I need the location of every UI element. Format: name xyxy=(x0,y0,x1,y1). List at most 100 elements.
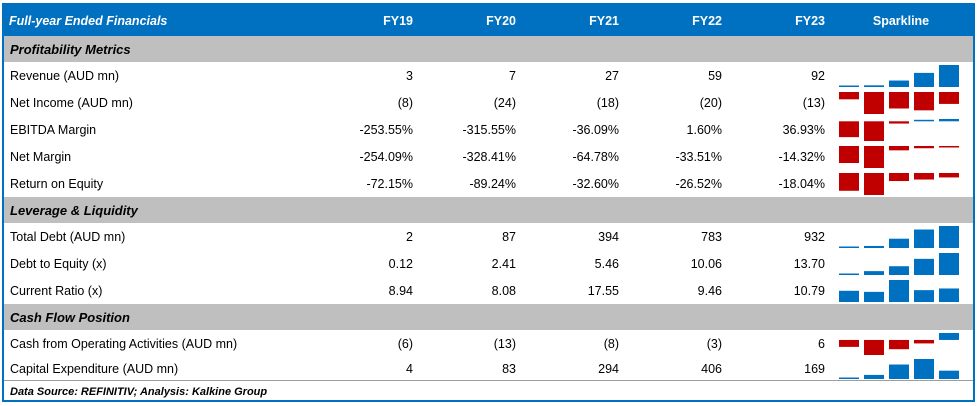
section-header-row: Profitability Metrics xyxy=(4,36,973,62)
value-cell: -253.55% xyxy=(359,122,413,137)
sparkline-bar xyxy=(839,172,859,191)
sparkline-chart xyxy=(839,145,959,168)
value-cell: (24) xyxy=(493,95,516,110)
section-title: Cash Flow Position xyxy=(4,304,973,330)
table-row: EBITDA Margin -253.55% -315.55% -36.09% 1.60… xyxy=(4,116,973,143)
value-cell: 17.55 xyxy=(587,283,619,298)
sparkline-bar xyxy=(864,270,884,275)
sparkline-bar xyxy=(939,225,959,248)
value-cell: 783 xyxy=(701,229,722,244)
value-cell: 8.08 xyxy=(491,283,516,298)
sparkline-bar xyxy=(864,120,884,141)
financials-table-frame: Full-year Ended Financials FY19 FY20 FY2… xyxy=(2,3,975,402)
table-row: Revenue (AUD mn) 3 7 27 59 92 xyxy=(4,62,973,89)
sparkline-chart xyxy=(839,332,959,355)
sparkline-bar xyxy=(914,172,934,180)
value-cell: -315.55% xyxy=(462,122,516,137)
sparkline-cell xyxy=(829,116,973,143)
value-cell: -33.51% xyxy=(675,149,722,164)
value-cell: 294 xyxy=(598,361,619,376)
section-header-row: Leverage & Liquidity xyxy=(4,197,973,223)
value-cell: (3) xyxy=(706,336,722,351)
sparkline-bar xyxy=(864,374,884,379)
value-cell: -328.41% xyxy=(462,149,516,164)
sparkline-bar xyxy=(914,72,934,87)
value-cell: 2.41 xyxy=(491,256,516,271)
sparkline-bar xyxy=(864,84,884,87)
value-cell: 169 xyxy=(804,361,825,376)
sparkline-bar xyxy=(839,377,859,379)
sparkline-bar xyxy=(939,252,959,275)
row-label: Cash from Operating Activities (AUD mn) xyxy=(10,336,238,351)
row-label: Net Margin xyxy=(10,149,72,164)
value-cell: 394 xyxy=(598,229,619,244)
sparkline-chart xyxy=(839,172,959,195)
value-cell: -26.52% xyxy=(675,176,722,191)
sparkline-bar xyxy=(939,370,959,379)
sparkline-bar xyxy=(914,289,934,302)
value-cell: 0.12 xyxy=(388,256,413,271)
sparkline-bar xyxy=(889,80,909,87)
value-cell: 5.46 xyxy=(594,256,619,271)
sparkline-bar xyxy=(914,358,934,379)
value-cell: 6 xyxy=(818,336,825,351)
row-label: Return on Equity xyxy=(10,176,104,191)
value-cell: 13.70 xyxy=(793,256,825,271)
value-cell: 87 xyxy=(502,229,516,244)
header-row: Full-year Ended Financials FY19 FY20 FY2… xyxy=(4,5,973,36)
table-row: Current Ratio (x) 8.94 8.08 17.55 9.46 10.79 xyxy=(4,277,973,304)
row-label: Debt to Equity (x) xyxy=(10,256,107,271)
row-label: Revenue (AUD mn) xyxy=(10,68,120,83)
row-label: Capital Expenditure (AUD mn) xyxy=(10,361,179,376)
year-header: FY23 xyxy=(726,5,829,36)
table-row: Net Income (AUD mn) (8) (24) (18) (20) (13) xyxy=(4,89,973,116)
sparkline-chart xyxy=(839,279,959,302)
section-header-row: Cash Flow Position xyxy=(4,304,973,330)
year-header: FY21 xyxy=(520,5,623,36)
value-cell: (13) xyxy=(802,95,825,110)
value-cell: (20) xyxy=(699,95,722,110)
sparkline-bar xyxy=(939,118,959,121)
sparkline-bar xyxy=(864,145,884,168)
row-label: EBITDA Margin xyxy=(10,122,97,137)
table-row: Return on Equity -72.15% -89.24% -32.60% -26… xyxy=(4,170,973,197)
sparkline-bar xyxy=(914,258,934,275)
value-cell: 59 xyxy=(708,68,722,83)
sparkline-bar xyxy=(939,145,959,147)
value-cell: 10.79 xyxy=(793,283,825,298)
sparkline-bar xyxy=(889,364,909,379)
sparkline-bar xyxy=(889,238,909,248)
value-cell: -14.32% xyxy=(778,149,825,164)
value-cell: 8.94 xyxy=(388,283,413,298)
sparkline-bar xyxy=(839,290,859,302)
value-cell: -89.24% xyxy=(469,176,516,191)
value-cell: 2 xyxy=(406,229,413,244)
sparkline-bar xyxy=(889,120,909,124)
value-cell: 92 xyxy=(811,68,825,83)
sparkline-bar xyxy=(889,91,909,108)
sparkline-bar xyxy=(839,339,859,347)
table-row: Total Debt (AUD mn) 2 87 394 783 932 xyxy=(4,223,973,250)
sparkline-cell xyxy=(829,89,973,116)
value-cell: 406 xyxy=(701,361,722,376)
sparkline-cell xyxy=(829,143,973,170)
sparkline-chart xyxy=(839,64,959,87)
sparkline-bar xyxy=(839,91,859,99)
sparkline-bar xyxy=(889,265,909,275)
sparkline-chart xyxy=(839,252,959,275)
value-cell: -18.04% xyxy=(778,176,825,191)
sparkline-bar xyxy=(939,64,959,87)
table-row: Cash from Operating Activities (AUD mn) (… xyxy=(4,330,973,357)
sparkline-chart xyxy=(839,225,959,248)
sparkline-bar xyxy=(914,229,934,248)
row-label: Current Ratio (x) xyxy=(10,283,103,298)
value-cell: (8) xyxy=(603,336,619,351)
sparkline-cell xyxy=(829,62,973,89)
sparkline-bar xyxy=(839,246,859,248)
sparkline-bar xyxy=(864,291,884,302)
sparkline-bar xyxy=(914,339,934,343)
sparkline-header: Sparkline xyxy=(829,5,973,36)
table-row: Net Margin -254.09% -328.41% -64.78% -33.51%… xyxy=(4,143,973,170)
year-header: FY19 xyxy=(314,5,417,36)
table-body: Profitability Metrics Revenue (AUD mn) 3 7 2… xyxy=(4,36,973,381)
